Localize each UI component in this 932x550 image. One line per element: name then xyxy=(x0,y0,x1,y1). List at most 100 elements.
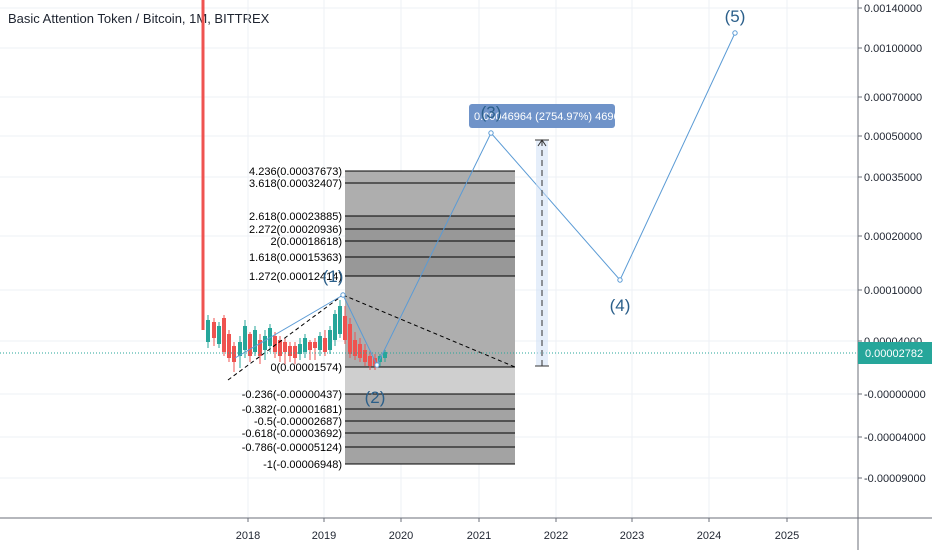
x-tick-label: 2024 xyxy=(697,530,721,542)
wave-label-1: (1) xyxy=(323,267,344,286)
y-tick-label: 0.00020000 xyxy=(864,231,922,243)
candle-body-15 xyxy=(283,342,287,352)
candle-body-21 xyxy=(313,342,317,348)
fib-extension-tool: 4.236(0.00037673)3.618(0.00032407) 2.618(… xyxy=(242,166,515,471)
candles xyxy=(201,0,387,372)
candle-body-32 xyxy=(368,356,372,366)
y-tick-label: -0.00000000 xyxy=(864,389,926,401)
fib-label--0.786: -0.786(-0.00005124) xyxy=(242,442,342,454)
dashed-trendline-lower xyxy=(227,294,344,381)
candle-body-23 xyxy=(323,338,327,352)
fib-label--0.382: -0.382(-0.00001681) xyxy=(242,404,342,416)
fib-label-1.618: 1.618(0.00015363) xyxy=(249,252,342,264)
fib-band-10 xyxy=(345,421,515,433)
fib-band-5 xyxy=(345,257,515,276)
candle-body-30 xyxy=(358,344,362,358)
fib-label-2.272: 2.272(0.00020936) xyxy=(249,224,342,236)
fib-band-2 xyxy=(345,216,515,229)
x-tick-label: 2022 xyxy=(544,530,568,542)
fib-label--0.5: -0.5(-0.00002687) xyxy=(254,416,342,428)
drawings xyxy=(0,30,858,381)
candle-body-8 xyxy=(248,334,252,356)
fib-band-9 xyxy=(345,409,515,421)
fib-band-0 xyxy=(345,171,515,183)
candle-body-18 xyxy=(298,344,302,354)
fib-label-4.236: 4.236(0.00037673) xyxy=(249,166,342,178)
candle-body-26 xyxy=(338,306,342,334)
fib-label-1.272: 1.272(0.00012414) xyxy=(249,271,342,283)
candle-body-2 xyxy=(217,326,221,344)
wave-label-2: (2) xyxy=(365,388,386,407)
fib-band-1 xyxy=(345,183,515,216)
candle-body-27 xyxy=(343,316,347,340)
y-tick-label: -0.00004000 xyxy=(864,432,926,444)
current-price-label: 0.00002782 xyxy=(865,348,923,360)
candle-body-19 xyxy=(303,338,307,352)
measure-arrow xyxy=(537,139,547,147)
wave-label-5: (5) xyxy=(725,7,746,26)
candle-body-9 xyxy=(253,330,257,352)
x-tick-label: 2018 xyxy=(236,530,260,542)
candle-body-1 xyxy=(212,322,216,338)
fib-label--0.236: -0.236(-0.00000437) xyxy=(242,389,342,401)
wave-point-4 xyxy=(617,277,623,283)
y-tick-label: 0.00050000 xyxy=(864,131,922,143)
candle-body-5 xyxy=(232,346,236,362)
wave-point-2 xyxy=(374,362,380,368)
wave-point-3 xyxy=(488,130,494,136)
x-tick-label: 2021 xyxy=(467,530,491,542)
candle-body-0 xyxy=(206,320,210,342)
y-tick-label: 0.00140000 xyxy=(864,3,922,15)
wave-1-line xyxy=(234,294,344,359)
candle-body-17 xyxy=(293,346,297,358)
fib-label-2.618: 2.618(0.00023885) xyxy=(249,211,342,223)
candle-body-12 xyxy=(268,328,272,346)
candle-body-28 xyxy=(348,324,352,354)
x-tick-label: 2025 xyxy=(775,530,799,542)
y-tick-label: 0.00035000 xyxy=(864,172,922,184)
fib-label-0: 0(0.00001574) xyxy=(270,362,342,374)
candle-body-13 xyxy=(273,336,277,352)
candle-body-6 xyxy=(238,342,242,356)
candle-body-3 xyxy=(222,318,226,352)
fib-label--1: -1(-0.00006948) xyxy=(263,459,342,471)
wave-point-1 xyxy=(340,292,346,298)
fib-label--0.618: -0.618(-0.00003692) xyxy=(242,428,342,440)
fib-band-7 xyxy=(345,367,515,394)
wave-label-4: (4) xyxy=(610,296,631,315)
candle-body-25 xyxy=(333,314,337,340)
candle-body-24 xyxy=(328,330,332,350)
fib-label-2: 2(0.00018618) xyxy=(270,236,342,248)
fib-band-12 xyxy=(345,447,515,464)
candle-body-11 xyxy=(263,336,267,350)
candle-body-20 xyxy=(308,342,312,350)
fib-band-4 xyxy=(345,241,515,257)
y-tick-label: -0.00009000 xyxy=(864,473,926,485)
fib-band-11 xyxy=(345,433,515,447)
measure-label-bg xyxy=(469,104,615,128)
dashed-trendline-down xyxy=(342,294,516,368)
fib-band-3 xyxy=(345,229,515,241)
measure-label: 0.00046964 (2754.97%) 46964 xyxy=(474,111,626,123)
candle-body-22 xyxy=(318,336,322,350)
candle-body-35 xyxy=(383,352,387,358)
candle-body-10 xyxy=(258,340,262,356)
y-tick-label: 0.00100000 xyxy=(864,43,922,55)
x-tick-label: 2019 xyxy=(312,530,336,542)
candle-body-29 xyxy=(353,340,357,356)
candle-body-16 xyxy=(288,346,292,356)
candle-body-4 xyxy=(227,334,231,358)
wave-label-3: (3) xyxy=(481,103,502,122)
labels: 0.00046964 (2754.97%) 46964 (1) (2) (3) (4) (… xyxy=(323,7,746,407)
candle-body-7 xyxy=(243,326,247,350)
fib-band-8 xyxy=(345,394,515,409)
y-tick-label: 0.00010000 xyxy=(864,285,922,297)
candle-body-31 xyxy=(363,350,367,362)
wave-point-5 xyxy=(732,30,738,36)
x-tick-label: 2020 xyxy=(389,530,413,542)
fib-label-3.618: 3.618(0.00032407) xyxy=(249,178,342,190)
x-tick-label: 2023 xyxy=(620,530,644,542)
y-tick-label: 0.00070000 xyxy=(864,92,922,104)
